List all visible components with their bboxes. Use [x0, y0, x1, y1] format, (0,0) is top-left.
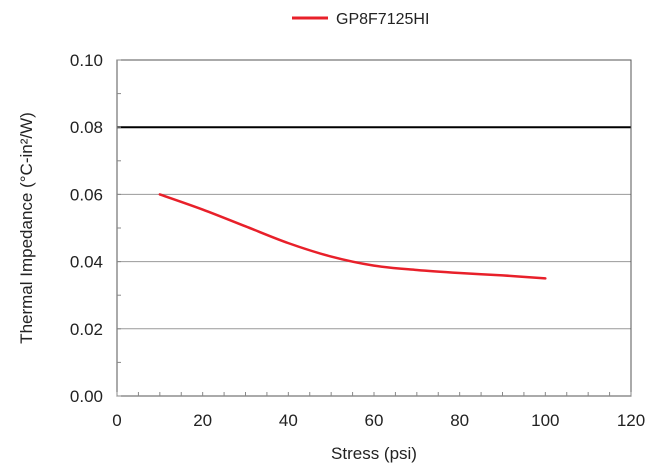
- series-line-gp8f7125hi: [158, 193, 547, 280]
- y-tick-label: 0.04: [70, 253, 103, 272]
- y-tick-label: 0.10: [70, 51, 103, 70]
- minor-ticks: [116, 59, 632, 397]
- plot-area-frame: [116, 59, 632, 397]
- y-tick-label: 0.06: [70, 185, 103, 204]
- x-tick-label: 100: [531, 411, 559, 430]
- x-axis-label: Stress (psi): [331, 444, 417, 463]
- x-tick-label: 80: [450, 411, 469, 430]
- x-tick-label: 40: [279, 411, 298, 430]
- x-tick-label: 120: [617, 411, 645, 430]
- legend: GP8F7125HI: [292, 11, 429, 28]
- x-tick-label: 20: [193, 411, 212, 430]
- y-tick-label: 0.08: [70, 118, 103, 137]
- series-group: [158, 193, 547, 280]
- y-tick-labels: 0.00 0.02 0.04 0.06 0.08 0.10: [70, 51, 103, 406]
- x-tick-label: 60: [365, 411, 384, 430]
- legend-label-gp8f7125hi: GP8F7125HI: [336, 11, 429, 28]
- grid-lines: [117, 126, 631, 330]
- x-tick-labels: 0 20 40 60 80 100 120: [112, 411, 645, 430]
- y-axis-label: Thermal Impedance (°C-in²/W): [17, 112, 36, 344]
- x-tick-label: 0: [112, 411, 121, 430]
- y-tick-label: 0.00: [70, 387, 103, 406]
- y-tick-label: 0.02: [70, 320, 103, 339]
